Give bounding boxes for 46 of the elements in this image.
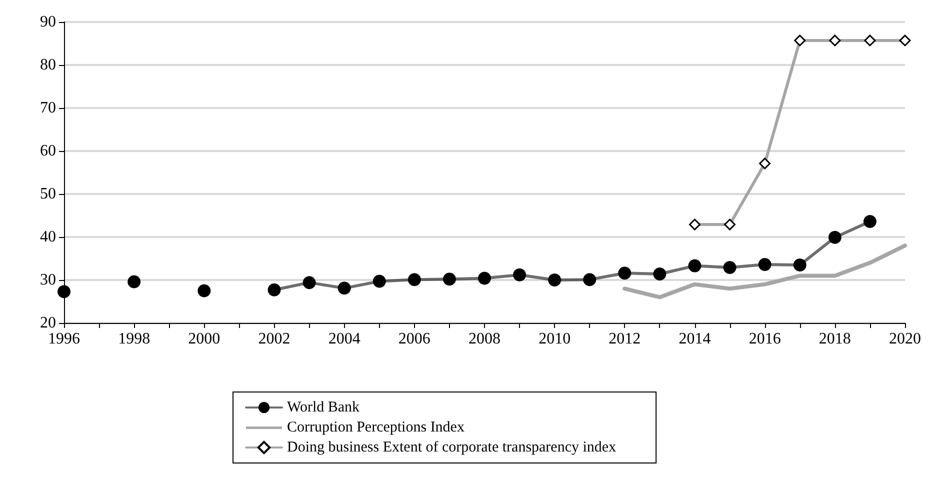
x-tick-label: 2018 bbox=[818, 330, 851, 348]
point bbox=[408, 273, 421, 286]
y-tick-label: 80 bbox=[40, 56, 56, 74]
y-tick-label: 30 bbox=[40, 272, 56, 288]
line-series bbox=[622, 244, 907, 300]
y-tick-label: 40 bbox=[40, 228, 56, 246]
x-tick-label: 2002 bbox=[258, 330, 290, 348]
x-tick-label: 2016 bbox=[748, 330, 781, 348]
point bbox=[302, 276, 316, 290]
legend-label: Doing business Extent of corporate transparency index bbox=[287, 440, 617, 456]
x-tick-label: 2012 bbox=[608, 330, 641, 348]
point bbox=[758, 258, 772, 272]
x-tick-label: 2014 bbox=[678, 330, 711, 348]
point bbox=[583, 273, 596, 286]
x-tick-label: 2008 bbox=[468, 330, 500, 348]
x-tick-label: 2004 bbox=[328, 330, 360, 348]
point bbox=[548, 274, 562, 286]
x-tick-label: 1996 bbox=[48, 330, 80, 348]
point bbox=[198, 284, 211, 298]
point bbox=[338, 282, 351, 295]
legend-label: World Bank bbox=[287, 400, 360, 416]
point bbox=[863, 215, 876, 228]
point bbox=[372, 274, 386, 288]
point bbox=[793, 258, 806, 272]
point bbox=[723, 261, 736, 274]
y-tick-label: 50 bbox=[40, 186, 56, 202]
point bbox=[128, 275, 141, 288]
legend-label: Corruption Perceptions Index bbox=[287, 420, 465, 436]
point bbox=[478, 272, 491, 285]
y-tick-label: 70 bbox=[40, 100, 56, 116]
point bbox=[442, 272, 456, 286]
x-tick-label: 2020 bbox=[889, 330, 921, 348]
point bbox=[618, 266, 632, 280]
point bbox=[268, 283, 281, 296]
x-tick-label: 2010 bbox=[538, 330, 571, 348]
point bbox=[653, 267, 666, 280]
x-tick-label: 1998 bbox=[118, 330, 150, 348]
y-tick-label: 60 bbox=[40, 142, 56, 160]
point bbox=[513, 268, 526, 282]
x-tick-label: 2006 bbox=[398, 330, 430, 348]
y-tick-label: 90 bbox=[40, 14, 56, 30]
y-tick-label: 20 bbox=[40, 314, 56, 332]
point bbox=[828, 230, 842, 244]
point bbox=[688, 259, 702, 272]
x-tick-label: 2000 bbox=[188, 330, 220, 348]
point bbox=[58, 285, 70, 298]
